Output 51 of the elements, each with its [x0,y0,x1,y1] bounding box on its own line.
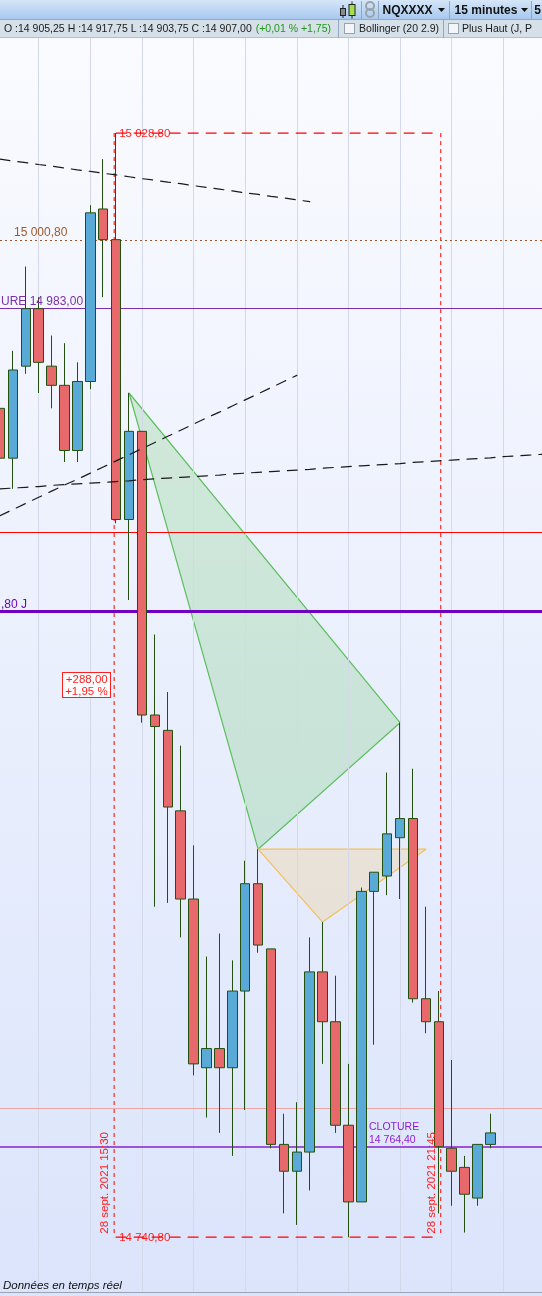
candlestick [124,392,134,601]
candlestick [459,1155,470,1234]
candlestick [175,745,186,938]
candlestick [330,975,341,1134]
annotation: Données en temps réel [3,1279,122,1292]
candlestick [98,158,108,298]
line-series [0,158,311,203]
candlestick [395,722,405,900]
candlestick [356,887,367,1203]
candlestick [485,1113,496,1149]
text: 15 minutes [454,2,518,17]
text: (+0,01 % +1,75) [255,22,332,35]
candlestick [85,204,96,390]
candlestick [446,1059,457,1207]
chart-subtitle: O :14 905,25 H :14 917,75 L :14 903,75 C :14 907,00 [4,22,252,35]
candlestick [72,361,83,463]
ref-line-label: 15 000,80 [14,225,68,240]
candlestick [227,959,238,1157]
candlestick [343,1063,354,1238]
candlestick [163,691,173,904]
y-tick-label: 14 740,80 [119,1231,171,1244]
candlestick [279,1113,289,1214]
candlestick [59,342,70,463]
candlestick [8,350,18,490]
candlestick [408,768,418,1004]
annotation: 28 sept. 2021 15:30 [98,1132,112,1234]
y-tick-label: 15 028,80 [119,127,171,140]
candlestick [253,848,263,954]
candlestick [266,948,276,1149]
candlestick [369,871,379,1046]
chart-title: NQXXXX [382,2,433,17]
candlestick [317,921,328,1065]
candlestick [240,860,250,1111]
candlestick [137,430,147,724]
candlestick [304,936,315,1191]
candlestick [472,1143,483,1207]
candlestick [150,634,160,908]
annotation: +288,00 +1,95 % [62,672,111,699]
candlestick [421,906,431,1034]
candlestick [201,956,212,1119]
candlestick [382,772,392,896]
candlestick [214,933,225,1134]
annotation: 28 sept. 2021 21:45 [424,1132,438,1234]
candlestick [188,844,199,1076]
text: 5 [534,2,541,17]
candlestick [46,334,57,409]
ref-line-label: CLOTURE 14 764,40 [369,1119,421,1146]
text: Bollinger (20 2.9) [359,22,440,35]
text: Plus Haut (J, P [462,22,533,35]
ref-line-label: ,80 J [1,596,28,611]
candlestick [292,1101,302,1226]
